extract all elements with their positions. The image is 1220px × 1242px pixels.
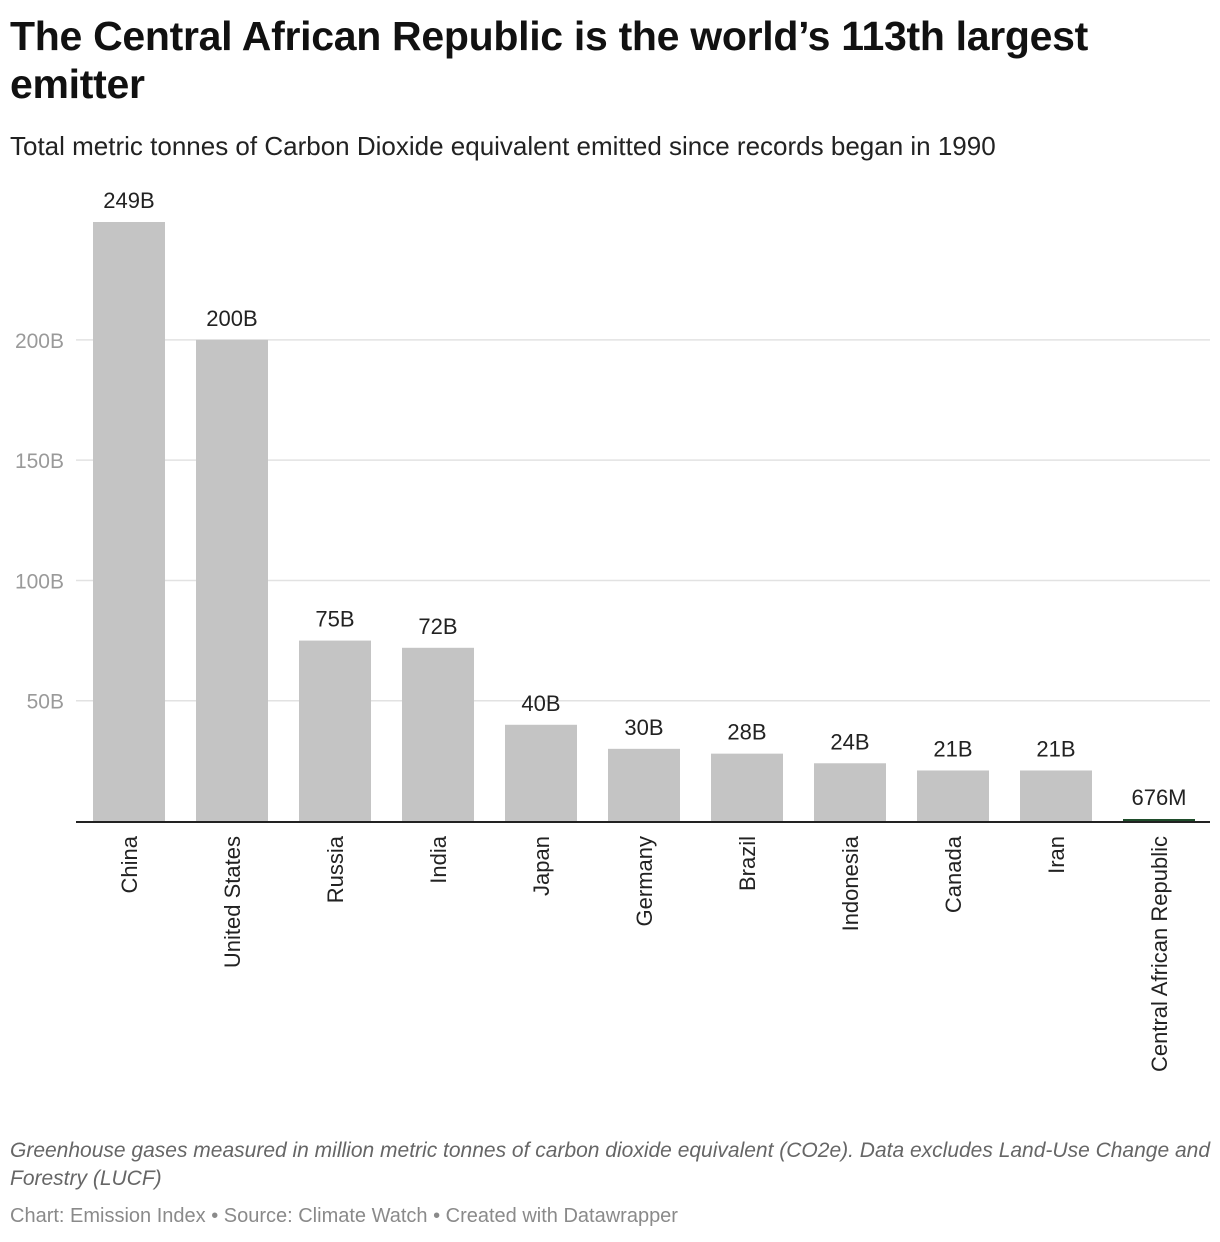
data-label: 72B: [418, 614, 457, 639]
bar: [196, 339, 268, 821]
data-label: 200B: [206, 306, 257, 331]
data-label: 40B: [521, 691, 560, 716]
x-tick-label: Russia: [323, 835, 348, 903]
y-tick-label: 50B: [27, 691, 64, 714]
bar: [402, 647, 474, 821]
y-tick-label: 100B: [15, 570, 64, 593]
data-label: 21B: [1036, 736, 1075, 761]
chart-subtitle: Total metric tonnes of Carbon Dioxide eq…: [10, 131, 996, 161]
x-tick-label: Central African Republic: [1147, 836, 1172, 1072]
bar-chart: 50B 100B 150B 200B 249B China 200B United State…: [15, 188, 1210, 1072]
bar: [505, 724, 577, 821]
chart-byline: Chart: Emission Index • Source: Climate …: [10, 1205, 678, 1227]
bar: [608, 748, 680, 821]
x-tick-label: Iran: [1044, 836, 1069, 874]
chart-title: The Central African Republic is the worl…: [10, 13, 1089, 107]
x-tick-label: China: [117, 835, 142, 893]
bar: [917, 770, 989, 821]
bar: [1020, 770, 1092, 821]
data-label: 21B: [933, 736, 972, 761]
y-tick-label: 150B: [15, 450, 64, 473]
data-label: 75B: [315, 607, 354, 632]
bar: [1123, 819, 1195, 821]
data-label: 676M: [1131, 785, 1186, 810]
chart-notes: Greenhouse gases measured in million met…: [10, 1139, 1211, 1190]
bar: [93, 222, 165, 821]
y-tick-label: 200B: [15, 330, 64, 353]
x-tick-label: Canada: [941, 835, 966, 913]
x-tick-label: Brazil: [735, 836, 760, 891]
data-label: 249B: [103, 188, 154, 213]
x-tick-label: Indonesia: [838, 835, 863, 931]
data-label: 30B: [624, 715, 663, 740]
x-tick-label: Germany: [632, 836, 657, 926]
x-tick-label: United States: [220, 836, 245, 968]
bar: [814, 763, 886, 821]
x-tick-label: Japan: [529, 836, 554, 896]
bar: [711, 753, 783, 821]
data-label: 28B: [727, 720, 766, 745]
x-tick-label: India: [426, 835, 451, 883]
bar: [299, 640, 371, 821]
data-label: 24B: [830, 729, 869, 754]
